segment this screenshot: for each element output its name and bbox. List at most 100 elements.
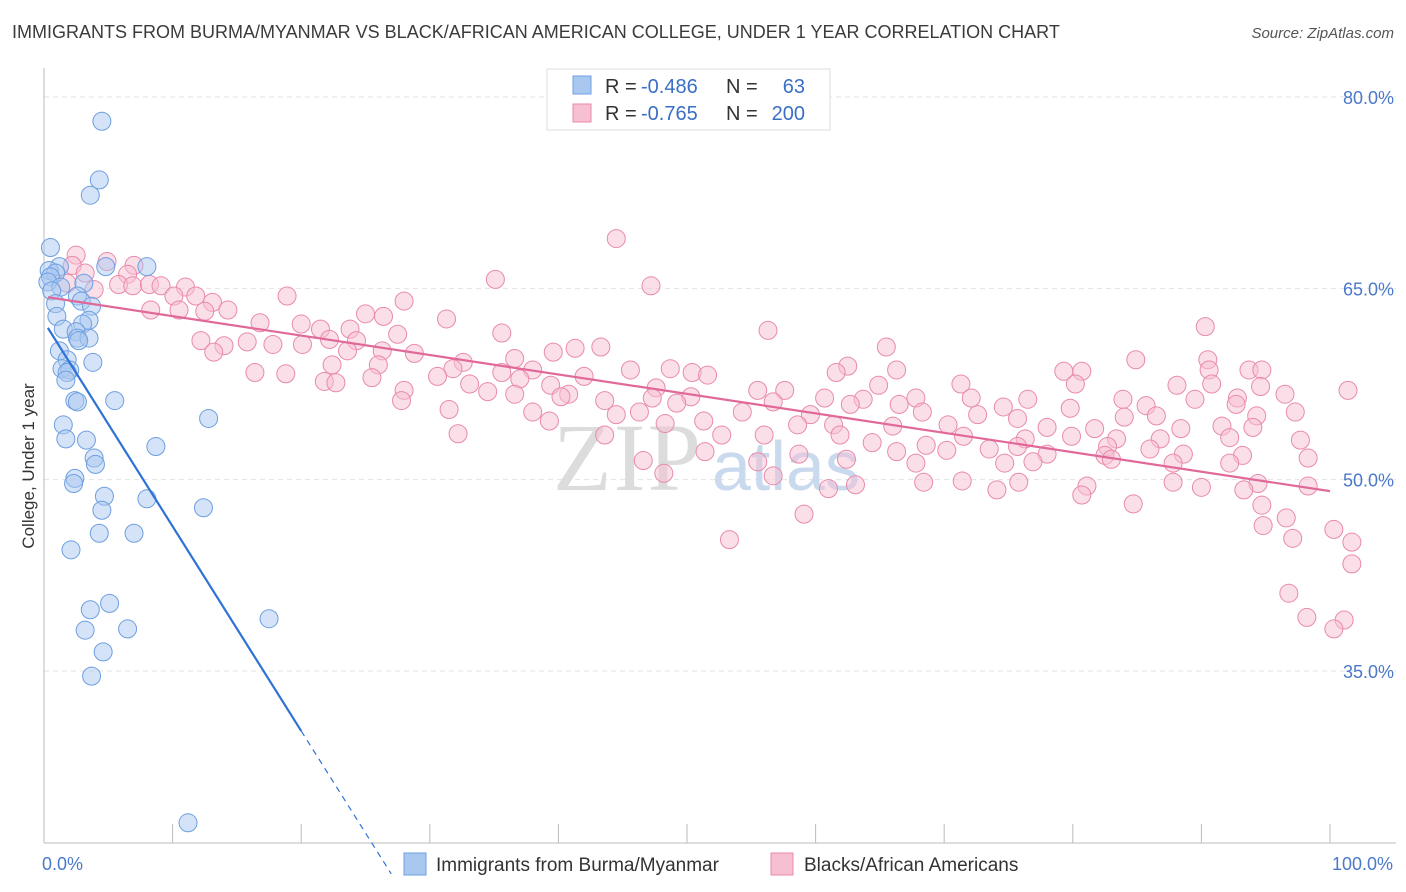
y-tick-labels: 80.0% 65.0% 50.0% 35.0%: [1343, 88, 1394, 682]
point-black-african-american: [815, 388, 835, 408]
point-black-african-american: [1252, 360, 1272, 380]
y-tick-label: 65.0%: [1343, 279, 1394, 299]
point-black-african-american: [277, 286, 297, 306]
point-black-african-american: [1234, 480, 1254, 500]
point-burma-myanmar: [93, 642, 113, 662]
point-black-african-american: [237, 332, 257, 352]
point-black-african-american: [1252, 495, 1272, 515]
trend-lines: [46, 296, 1331, 875]
point-black-african-american: [322, 355, 342, 375]
point-black-african-american: [606, 229, 626, 249]
point-black-african-american: [952, 471, 972, 491]
point-black-african-american: [660, 359, 680, 379]
point-black-african-american: [443, 359, 463, 379]
point-black-african-american: [1072, 485, 1092, 505]
point-black-african-american: [492, 363, 512, 383]
point-black-african-american: [1283, 528, 1303, 548]
point-black-african-american: [993, 397, 1013, 417]
point-black-african-american: [1008, 437, 1028, 457]
point-black-african-american: [667, 393, 687, 413]
point-black-african-american: [1276, 508, 1296, 528]
series-points: [38, 111, 1362, 833]
point-black-african-american: [492, 323, 512, 343]
stats-legend-swatch-blue: [572, 75, 592, 95]
point-black-african-american: [758, 320, 778, 340]
bottom-legend-label-blue[interactable]: Immigrants from Burma/Myanmar: [436, 855, 720, 876]
point-black-african-american: [1220, 453, 1240, 473]
point-black-african-american: [595, 391, 615, 411]
point-black-african-american: [1140, 439, 1160, 459]
point-black-african-american: [595, 425, 615, 445]
point-burma-myanmar: [56, 370, 76, 390]
point-burma-myanmar: [89, 170, 109, 190]
point-black-african-american: [1185, 389, 1205, 409]
point-black-african-american: [642, 388, 662, 408]
point-black-african-american: [1253, 516, 1273, 536]
stats-legend-r-label-blue: R =: [605, 76, 637, 98]
point-black-african-american: [748, 452, 768, 472]
point-black-african-american: [629, 402, 649, 422]
point-burma-myanmar: [124, 523, 144, 543]
point-black-african-american: [1009, 472, 1029, 492]
point-black-african-american: [1171, 419, 1191, 439]
point-black-african-american: [1085, 419, 1105, 439]
point-black-african-american: [876, 337, 896, 357]
point-burma-myanmar: [199, 408, 219, 428]
point-black-african-american: [437, 309, 457, 329]
point-black-african-american: [195, 301, 215, 321]
point-black-african-american: [204, 342, 224, 362]
bottom-legend-swatch-pink[interactable]: [770, 852, 794, 876]
point-black-african-american: [218, 300, 238, 320]
point-black-african-american: [1195, 317, 1215, 337]
point-black-african-american: [1342, 554, 1362, 574]
point-black-african-american: [1037, 417, 1057, 437]
point-black-african-american: [1220, 428, 1240, 448]
point-burma-myanmar: [146, 437, 166, 457]
point-black-african-american: [912, 402, 932, 422]
point-burma-myanmar: [83, 352, 103, 372]
bottom-legend-swatch-blue[interactable]: [403, 852, 427, 876]
point-black-african-american: [754, 425, 774, 445]
point-black-african-american: [987, 480, 1007, 500]
point-black-african-american: [250, 313, 270, 333]
point-black-african-american: [123, 276, 143, 296]
point-black-african-american: [169, 300, 189, 320]
point-black-african-american: [695, 442, 715, 462]
point-black-african-american: [565, 338, 585, 358]
point-black-african-american: [326, 373, 346, 393]
point-black-african-american: [694, 411, 714, 431]
point-black-african-american: [356, 304, 375, 324]
point-black-african-american: [1251, 377, 1271, 397]
point-black-african-american: [460, 374, 480, 394]
point-black-african-american: [151, 276, 171, 296]
stats-legend: R = -0.486 N = 63 R = -0.765 N = 200: [546, 68, 831, 131]
point-black-african-american: [263, 334, 283, 354]
point-black-african-american: [292, 334, 312, 354]
point-black-african-american: [748, 380, 768, 400]
point-black-african-american: [887, 360, 907, 380]
stats-legend-n-label-blue: N =: [726, 76, 758, 98]
point-black-african-american: [698, 365, 718, 385]
point-burma-myanmar: [69, 331, 89, 351]
point-burma-myanmar: [118, 619, 138, 639]
point-black-african-american: [291, 314, 311, 334]
point-burma-myanmar: [193, 498, 213, 518]
watermark-zip: ZIP: [553, 404, 703, 511]
point-black-african-american: [1275, 384, 1295, 404]
point-burma-myanmar: [76, 430, 96, 450]
point-black-african-american: [539, 411, 559, 431]
point-black-african-american: [887, 442, 907, 462]
point-black-african-american: [141, 300, 161, 320]
point-black-african-american: [186, 286, 206, 306]
point-black-african-american: [1342, 532, 1362, 552]
point-burma-myanmar: [259, 609, 279, 629]
point-black-african-american: [1008, 408, 1028, 428]
point-black-african-american: [968, 405, 988, 425]
point-burma-myanmar: [105, 391, 125, 411]
point-burma-myanmar: [85, 454, 105, 474]
point-black-african-american: [655, 414, 675, 434]
trend-line-black-african-american: [47, 296, 1331, 493]
bottom-legend-label-pink[interactable]: Blacks/African Americans: [804, 855, 1018, 876]
point-black-african-american: [478, 382, 498, 402]
chart-title: IMMIGRANTS FROM BURMA/MYANMAR VS BLACK/A…: [12, 22, 1060, 42]
